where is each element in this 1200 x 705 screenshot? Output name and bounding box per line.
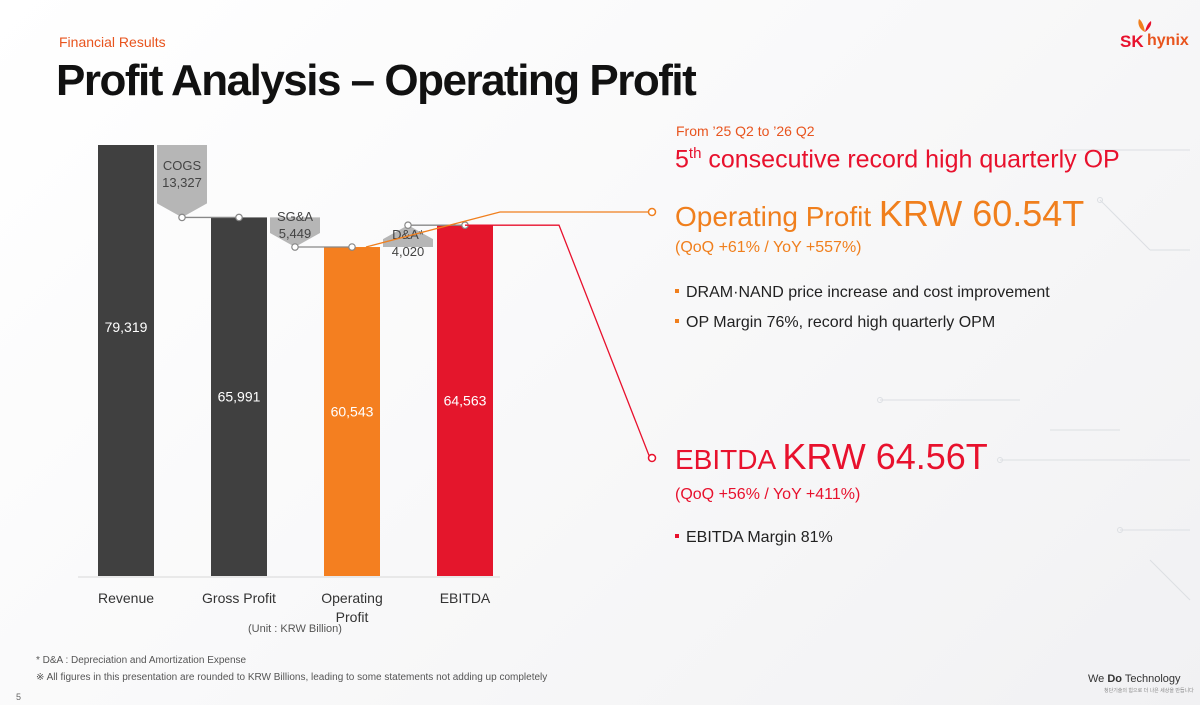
op-bullet-text: DRAM·NAND price increase and cost improv… bbox=[686, 284, 1050, 301]
bar-value-label: 65,991 bbox=[218, 389, 261, 405]
ebitda-leader-line bbox=[465, 224, 651, 459]
op-value: KRW 60.54T bbox=[878, 193, 1085, 234]
ebitda-value: KRW 64.56T bbox=[782, 436, 988, 477]
tagline-subtext: 청단기술의 힘으로 더 나은 세상을 만듭니다 bbox=[1104, 688, 1194, 694]
footnote-da: * D&A : Depreciation and Amortization Ex… bbox=[36, 655, 247, 666]
tagline-do: Do bbox=[1107, 673, 1123, 685]
background-circuit-node bbox=[877, 397, 883, 403]
connector-dot bbox=[178, 213, 186, 222]
category-label: Profit bbox=[336, 609, 369, 625]
background-circuit-node bbox=[1117, 527, 1123, 533]
step-arrow bbox=[270, 217, 320, 248]
connector-dot bbox=[348, 243, 356, 251]
op-bullet-text: OP Margin 76%, record high quarterly OPM bbox=[686, 314, 996, 331]
ebitda-label: EBITDA bbox=[675, 444, 783, 475]
step-arrow bbox=[157, 145, 207, 218]
connector-dot bbox=[404, 221, 412, 229]
ebitda-highlight: EBITDA KRW 64.56T bbox=[675, 436, 988, 478]
connector-dot bbox=[235, 213, 243, 222]
ebitda-leader-dot bbox=[647, 453, 657, 463]
headline-text: consecutive record high quarterly OP bbox=[701, 145, 1120, 174]
bar-value-label: 64,563 bbox=[444, 393, 487, 409]
logo-hynix-text: hynix bbox=[1147, 32, 1189, 49]
logo-sk-text: SK bbox=[1120, 32, 1144, 51]
background-circuit-line bbox=[1099, 199, 1151, 251]
step-value-label: 4,020 bbox=[392, 244, 425, 259]
tagline-we: We bbox=[1088, 673, 1108, 685]
footnote-rounding: ※ All figures in this presentation are r… bbox=[36, 672, 548, 683]
op-change: (QoQ +61% / YoY +557%) bbox=[675, 239, 862, 256]
op-bullet: OP Margin 76%, record high quarterly OPM bbox=[675, 314, 995, 332]
category-label: Operating bbox=[321, 590, 382, 606]
ebitda-change: (QoQ +56% / YoY +411%) bbox=[675, 486, 861, 503]
background-circuit-line bbox=[1149, 559, 1191, 601]
bar bbox=[437, 225, 493, 576]
op-label: Operating Profit bbox=[675, 201, 879, 232]
bar bbox=[211, 217, 267, 576]
op-leader-dot bbox=[647, 207, 657, 217]
sk-hynix-logo: SK hynix bbox=[1110, 18, 1190, 58]
butterfly-icon bbox=[1138, 19, 1152, 32]
ebitda-bullet: EBITDA Margin 81% bbox=[675, 529, 833, 547]
headline: 5th consecutive record high quarterly OP bbox=[675, 145, 1120, 174]
headline-ordinal: th bbox=[688, 145, 702, 162]
category-label: Gross Profit bbox=[202, 590, 276, 606]
step-value-label: 13,327 bbox=[162, 175, 202, 190]
ebitda-bullet-text: EBITDA Margin 81% bbox=[686, 529, 833, 546]
op-bullet: DRAM·NAND price increase and cost improv… bbox=[675, 284, 1050, 302]
op-leader-line bbox=[365, 211, 652, 248]
bullet-square-icon bbox=[675, 318, 679, 323]
headline-number: 5 bbox=[675, 145, 689, 174]
page-number: 5 bbox=[16, 692, 22, 702]
background-circuit-node bbox=[1097, 197, 1103, 203]
step-name-label: SG&A bbox=[277, 209, 313, 224]
category-label: Revenue bbox=[98, 590, 154, 606]
chart-unit: (Unit : KRW Billion) bbox=[248, 623, 342, 635]
category-label: EBITDA bbox=[440, 590, 491, 606]
bar-value-label: 60,543 bbox=[331, 404, 374, 420]
bar bbox=[324, 247, 380, 577]
bar-value-label: 79,319 bbox=[105, 319, 148, 335]
step-value-label: 5,449 bbox=[279, 226, 312, 241]
connector-dot bbox=[291, 243, 299, 251]
background-circuit-node bbox=[997, 457, 1003, 463]
section-label: Financial Results bbox=[59, 34, 166, 50]
tagline-technology: Technology bbox=[1122, 673, 1181, 685]
period-text: From ’25 Q2 to ’26 Q2 bbox=[676, 123, 815, 139]
tagline: We Do Technology bbox=[1088, 673, 1181, 685]
page-title: Profit Analysis – Operating Profit bbox=[56, 56, 697, 105]
bar bbox=[98, 145, 154, 576]
op-highlight: Operating Profit KRW 60.54T bbox=[675, 193, 1084, 235]
step-name-label: D&A* bbox=[392, 227, 424, 242]
bullet-square-icon bbox=[675, 533, 679, 538]
bullet-square-icon bbox=[675, 288, 679, 293]
step-name-label: COGS bbox=[163, 158, 202, 173]
